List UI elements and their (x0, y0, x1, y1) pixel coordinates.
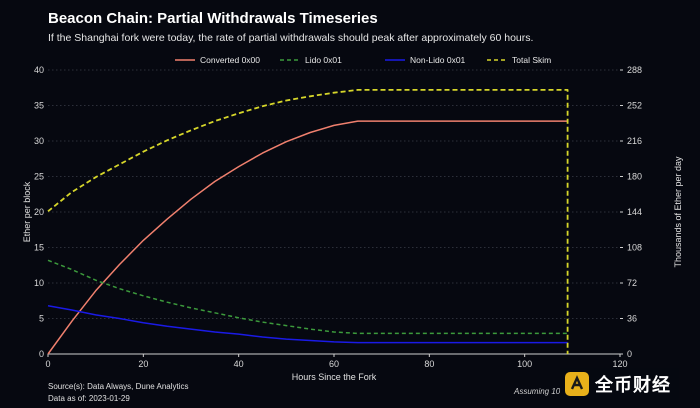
chart-subtitle: If the Shanghai fork were today, the rat… (48, 32, 534, 44)
y2-tick-label: 108 (627, 243, 642, 253)
y2-tick-label: 72 (627, 278, 637, 288)
grid-lines (48, 69, 620, 319)
x-tick-label: 80 (424, 359, 434, 369)
legend: Converted 0x00 Lido 0x01 Non-Lido 0x01 Tota… (175, 55, 551, 65)
x-tick-label: 120 (612, 359, 627, 369)
chart-title: Beacon Chain: Partial Withdrawals Timese… (48, 10, 378, 27)
series-line-1 (47, 259, 568, 335)
y2-tick-label: 180 (627, 172, 642, 182)
y-axis-label: Ether per block (22, 181, 32, 242)
y2-tick-label: 216 (627, 136, 642, 146)
x-tick-label: 60 (329, 359, 339, 369)
x-tick-label: 20 (138, 359, 148, 369)
y2-axis-label: Thousands of Ether per day (673, 156, 683, 268)
source-note: Source(s): Data Always, Dune Analytics (48, 382, 189, 391)
series-line-2 (47, 304, 568, 344)
watermark-text: 全币财经 (595, 375, 671, 395)
y2-tick-label: 288 (627, 65, 642, 75)
y2-tick-label: 144 (627, 207, 642, 217)
axes (47, 69, 623, 357)
y-tick-label: 10 (34, 278, 44, 288)
legend-label-3: Total Skim (512, 55, 551, 65)
y-tick-label: 0 (39, 349, 44, 359)
y-tick-label: 30 (34, 136, 44, 146)
tick-labels: 0 20 40 60 80 100 1200510152025303540036721081… (34, 65, 642, 369)
y-tick-label: 15 (34, 243, 44, 253)
y-tick-label: 20 (34, 207, 44, 217)
y-tick-label: 25 (34, 172, 44, 182)
series-line-3 (47, 89, 569, 354)
y2-tick-label: 0 (627, 349, 632, 359)
x-tick-label: 40 (234, 359, 244, 369)
legend-label-2: Non-Lido 0x01 (410, 55, 466, 65)
legend-label-0: Converted 0x00 (200, 55, 260, 65)
data-date-note: Data as of: 2023-01-29 (48, 394, 130, 403)
y2-tick-label: 252 (627, 101, 642, 111)
y-tick-label: 5 (39, 314, 44, 324)
legend-label-1: Lido 0x01 (305, 55, 342, 65)
series-line-0 (47, 120, 568, 355)
series-lines (47, 89, 569, 355)
y-tick-label: 40 (34, 65, 44, 75)
x-tick-label: 100 (517, 359, 532, 369)
watermark-logo-icon (565, 372, 589, 396)
y-tick-label: 35 (34, 101, 44, 111)
x-axis-label: Hours Since the Fork (292, 372, 377, 382)
assumption-note: Assuming 10 (514, 387, 561, 396)
y2-tick-label: 36 (627, 314, 637, 324)
x-tick-label: 0 (45, 359, 50, 369)
watermark: 全币财经 (560, 368, 679, 400)
